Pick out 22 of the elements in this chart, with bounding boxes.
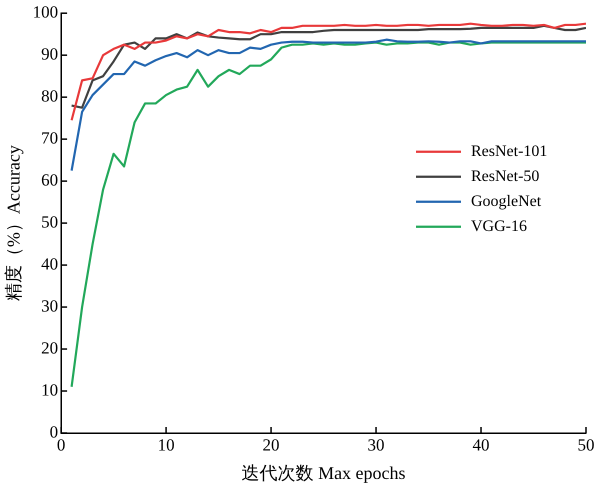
y-tick-label: 0 [50, 422, 58, 442]
y-tick-label: 80 [41, 86, 58, 106]
y-tick-label: 100 [32, 2, 58, 22]
x-tick-label: 40 [472, 436, 490, 455]
x-tick-label: 10 [158, 436, 175, 455]
x-axis-title: 迭代次数 Max epochs [242, 462, 406, 483]
x-tick-label: 50 [578, 436, 594, 455]
legend-label: ResNet-101 [471, 142, 548, 160]
y-tick-label: 50 [41, 212, 58, 232]
legend-label: VGG-16 [471, 218, 527, 235]
x-tick-label: 30 [368, 436, 385, 455]
y-tick-label: 20 [41, 338, 58, 358]
x-tick-label: 20 [262, 436, 280, 455]
y-tick-label: 90 [41, 44, 58, 64]
y-tick-label: 60 [41, 170, 58, 190]
legend-label: ResNet-50 [471, 168, 540, 185]
y-tick-label: 40 [41, 254, 58, 274]
y-axis-title: 精度（%）Accuracy [4, 145, 24, 302]
y-tick-label: 30 [41, 296, 58, 316]
y-tick-label: 10 [41, 380, 58, 400]
legend-label: GoogleNet [471, 192, 542, 210]
y-tick-label: 70 [41, 128, 58, 148]
